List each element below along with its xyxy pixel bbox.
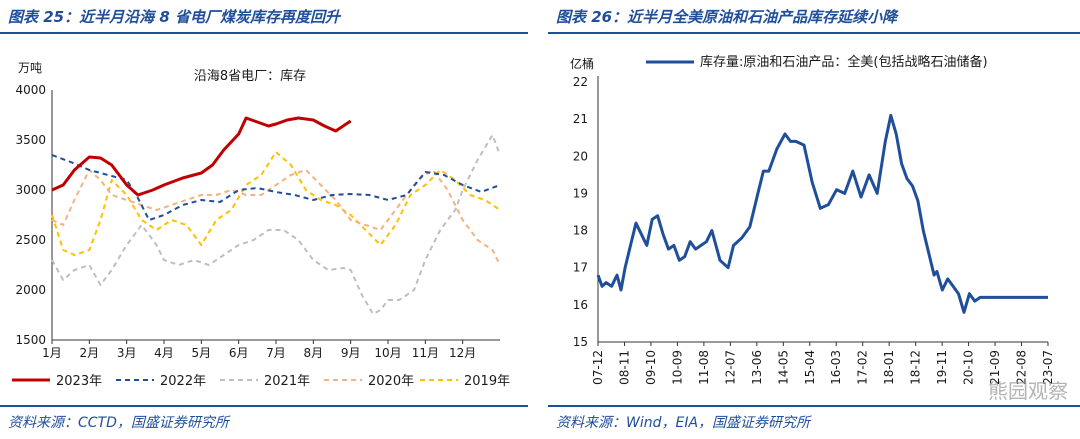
left-figure-title: 图表 25：近半月沿海 8 省电厂煤炭库存再度回升 (8, 8, 340, 26)
x-tick-label: 14-05 (776, 350, 790, 385)
y-tick-label: 15 (573, 335, 588, 349)
x-tick-label: 07-12 (591, 350, 605, 385)
y-tick-label: 2500 (15, 233, 46, 247)
x-tick-label: 18-01 (882, 350, 896, 385)
right-chart-panel: 图表 26：近半月全美原油和石油产品库存延续小降 亿桶 15 16 17 18 19 20 2… (548, 0, 1080, 439)
x-tick-label: 16-03 (829, 350, 843, 385)
series-line-2023年 (51, 116, 352, 197)
x-tick-label: 3月 (117, 346, 137, 360)
series-line-2020年 (51, 169, 501, 266)
x-tick-label: 08-11 (617, 350, 631, 385)
y-tick-label: 17 (573, 261, 588, 275)
chart-title: 沿海8省电厂：库存 (194, 68, 306, 84)
y-tick-label: 3500 (15, 133, 46, 147)
legend-label: 2022年 (160, 374, 206, 389)
x-tick-label: 15-04 (803, 350, 817, 385)
x-tick-label: 4月 (154, 346, 174, 360)
left-bottom-rule (0, 405, 528, 407)
y-axis-unit-label: 万吨 (18, 61, 42, 75)
x-tick-label: 10月 (374, 346, 401, 360)
series-line-2022年 (51, 154, 501, 221)
y-tick-label: 20 (573, 149, 588, 163)
x-tick-label: 5月 (192, 346, 212, 360)
legend-label: 库存量:原油和石油产品：全美(包括战略石油储备) (700, 54, 988, 70)
y-tick-label: 1500 (15, 333, 46, 347)
y-tick-label: 18 (573, 224, 588, 238)
y-axis-unit-label: 亿桶 (570, 56, 594, 71)
legend-label: 2020年 (368, 374, 414, 389)
x-tick-label: 11月 (412, 346, 439, 360)
legend-label: 2021年 (264, 374, 310, 389)
x-tick-label: 13-06 (750, 350, 764, 385)
right-bottom-rule (548, 405, 1080, 407)
x-tick-label: 18-12 (909, 350, 923, 385)
y-tick-label: 19 (573, 186, 588, 200)
series-line-2019年 (51, 151, 501, 256)
left-top-rule (0, 32, 528, 34)
series-line-inventory (596, 113, 1048, 314)
x-tick-label: 2月 (80, 346, 100, 360)
x-tick-label: 21-09 (988, 350, 1002, 385)
y-tick-label: 16 (573, 298, 588, 312)
x-tick-label: 23-07 (1041, 350, 1055, 385)
x-tick-label: 9月 (341, 346, 361, 360)
x-tick-label: 7月 (266, 346, 286, 360)
x-tick-label: 17-02 (856, 350, 870, 385)
x-tick-label: 10-09 (670, 350, 684, 385)
y-tick-label: 4000 (15, 83, 46, 97)
right-source-note: 资料来源：Wind，EIA，国盛证券研究所 (556, 415, 811, 431)
legend-label: 2023年 (56, 374, 102, 389)
y-tick-label: 21 (573, 112, 588, 126)
y-tick-label: 3000 (15, 183, 46, 197)
x-tick-label: 20-10 (962, 350, 976, 385)
x-tick-label: 11-08 (697, 350, 711, 385)
x-tick-label: 12-07 (723, 350, 737, 385)
x-tick-label: 09-10 (644, 350, 658, 385)
y-tick-label: 22 (573, 75, 588, 89)
legend-label: 2019年 (464, 374, 510, 389)
x-tick-label: 6月 (229, 346, 249, 360)
x-tick-label: 19-11 (935, 350, 949, 385)
x-tick-label: 12月 (449, 346, 476, 360)
right-top-rule (548, 32, 1080, 34)
left-source-note: 资料来源：CCTD，国盛证券研究所 (8, 415, 229, 431)
x-tick-label: 1月 (42, 346, 62, 360)
x-tick-label: 8月 (304, 346, 324, 360)
right-chart-svg: 亿桶 15 16 17 18 19 20 21 22 07-12 08-11 09-10 10-09 11… (570, 54, 1055, 385)
series-line-2021年 (51, 134, 501, 315)
watermark-text: 熊园观察 (988, 379, 1068, 403)
right-figure-title: 图表 26：近半月全美原油和石油产品库存延续小降 (556, 8, 898, 26)
x-tick-label: 22-08 (1015, 350, 1029, 385)
y-tick-label: 2000 (15, 283, 46, 297)
left-chart-panel: 图表 25：近半月沿海 8 省电厂煤炭库存再度回升 万吨沿海8省电厂：库存 150… (0, 0, 528, 439)
